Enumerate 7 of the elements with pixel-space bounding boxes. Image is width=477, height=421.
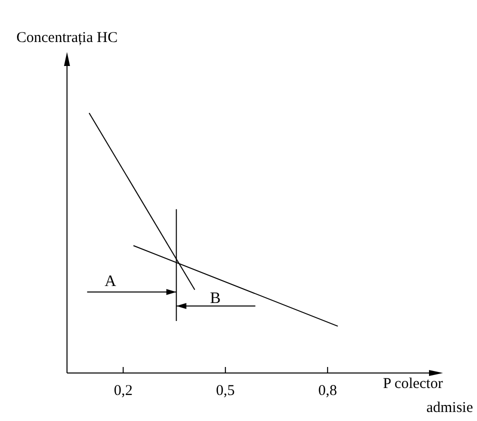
annotation: B <box>210 290 221 307</box>
x-axis-title: P colector admisie <box>383 376 474 416</box>
annotation: A <box>104 273 117 290</box>
y-axis-title: Concentrația HC <box>16 30 118 46</box>
x-tick-label: 0,8 <box>318 383 337 399</box>
x-tick-label: 0,5 <box>216 383 235 399</box>
x-tick-label: 0,2 <box>114 383 133 399</box>
